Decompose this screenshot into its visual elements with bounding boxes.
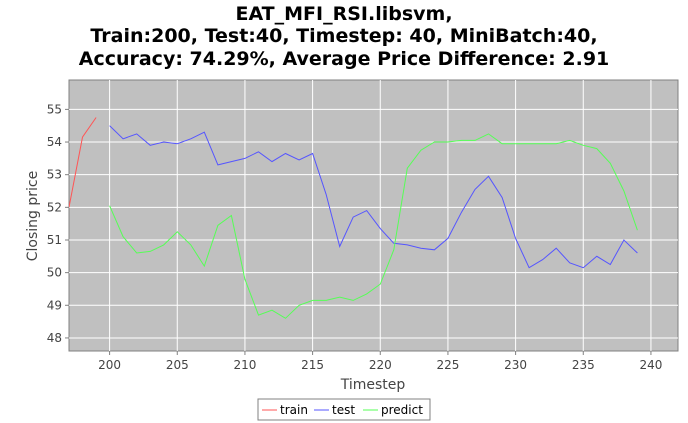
y-tick-label: 52 [47, 200, 62, 214]
x-tick-label: 200 [98, 358, 121, 372]
y-tick-label: 53 [47, 168, 62, 182]
series-layer [69, 117, 638, 319]
chart-title-line-2: Train:200, Test:40, Timestep: 40, MiniBa… [90, 25, 597, 47]
x-axis: 200 205 210 215 220 225 230 235 240 [98, 351, 662, 372]
x-tick-label: 205 [166, 358, 189, 372]
chart-title-line-3: Accuracy: 74.29%, Average Price Differen… [79, 48, 610, 70]
x-tick-label: 230 [504, 358, 527, 372]
y-tick-label: 54 [47, 135, 62, 149]
chart-title-line-1: EAT_MFI_RSI.libsvm, [235, 3, 452, 25]
x-tick-label: 240 [639, 358, 662, 372]
series-line-test [109, 125, 638, 269]
grid [69, 80, 678, 351]
series-line-train [69, 117, 97, 208]
y-tick-label: 48 [47, 331, 62, 345]
y-axis: 48 49 50 51 52 53 54 55 [47, 102, 69, 345]
y-tick-label: 51 [47, 233, 62, 247]
plot-area [68, 79, 679, 352]
x-tick-label: 225 [436, 358, 459, 372]
y-tick-label: 49 [47, 298, 62, 312]
x-tick-label: 220 [369, 358, 392, 372]
legend: train test predict [257, 398, 431, 421]
legend-label-test: test [332, 403, 355, 417]
legend-label-train: train [280, 403, 308, 417]
x-tick-label: 235 [572, 358, 595, 372]
x-tick-label: 210 [233, 358, 256, 372]
y-axis-label: Closing price [25, 171, 41, 261]
x-axis-label: Timestep [340, 377, 406, 393]
legend-label-predict: predict [381, 403, 423, 417]
legend-box [257, 398, 431, 421]
y-tick-label: 50 [47, 266, 62, 280]
y-tick-label: 55 [47, 102, 62, 116]
x-tick-label: 215 [301, 358, 324, 372]
series-line-predict [109, 133, 638, 319]
